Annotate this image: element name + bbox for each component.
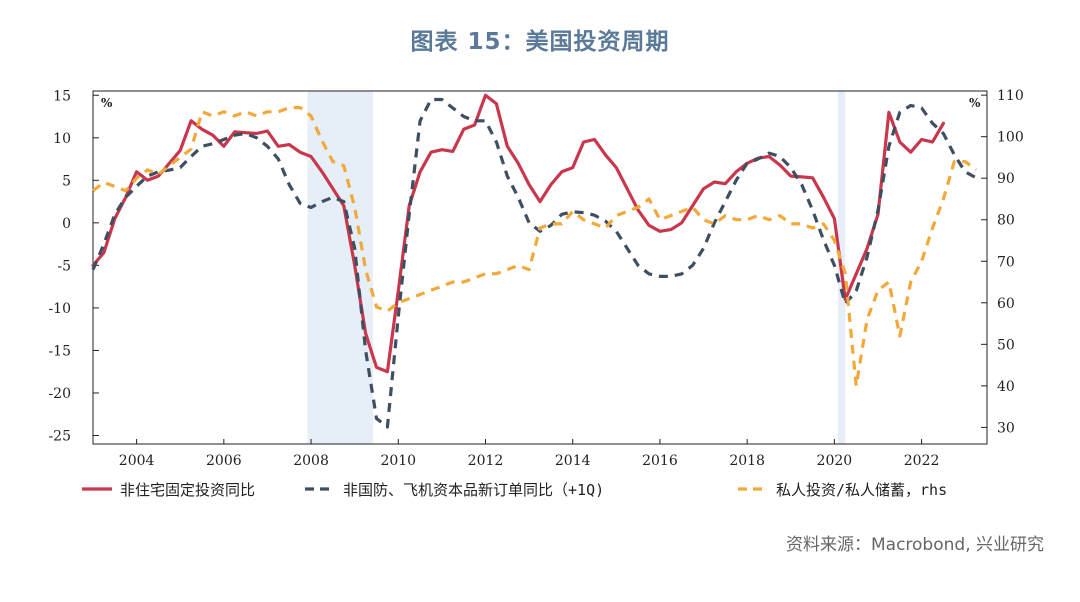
right-axis-tick-label: 30 (997, 420, 1015, 436)
series-line-2 (91, 97, 977, 429)
legend-label-3: 私人投资/私人储蓄，rhs (776, 481, 947, 499)
right-axis-tick-label: 80 (997, 213, 1015, 229)
legend-label-1: 非住宅固定投资同比 (120, 481, 255, 499)
x-axis-tick-label: 2006 (206, 453, 242, 469)
x-axis-tick-label: 2020 (817, 453, 853, 469)
x-axis-tick-label: 2022 (904, 453, 940, 469)
x-axis-tick-label: 2014 (555, 453, 591, 469)
x-axis-tick-label: 2016 (642, 453, 678, 469)
axes: 151050-5-10-15-20-2511010090807060504030… (48, 88, 1023, 469)
source-note: 资料来源：Macrobond, 兴业研究 (785, 535, 1044, 555)
left-axis-tick-label: 5 (62, 173, 71, 189)
recession-band-1 (307, 91, 373, 444)
right-axis-tick-label: 90 (997, 171, 1015, 187)
x-axis-tick-label: 2012 (468, 453, 504, 469)
left-axis-tick-label: -5 (57, 258, 71, 274)
legend-label-2: 非国防、飞机资本品新订单同比（+1Q) (343, 481, 604, 499)
right-axis-tick-label: 70 (997, 254, 1015, 270)
right-axis-tick-label: 50 (997, 337, 1015, 353)
left-axis-tick-label: 10 (53, 131, 71, 147)
left-axis-tick-label: -20 (48, 386, 71, 402)
right-axis-unit: % (969, 96, 981, 110)
recession-bands (307, 91, 846, 444)
right-axis-tick-label: 60 (997, 296, 1015, 312)
right-axis-tick-label: 110 (997, 88, 1024, 104)
chart-title: 图表 15：美国投资周期 (410, 29, 670, 55)
right-axis-tick-label: 40 (997, 379, 1015, 395)
left-axis-tick-label: 15 (53, 88, 71, 104)
x-axis-tick-label: 2018 (729, 453, 765, 469)
legend: 非住宅固定投资同比 非国防、飞机资本品新订单同比（+1Q) 私人投资/私人储蓄，rh… (82, 481, 947, 499)
x-axis-tick-label: 2004 (119, 453, 155, 469)
series-line-1 (91, 93, 945, 374)
right-axis-tick-label: 100 (997, 130, 1024, 146)
x-axis-tick-label: 2008 (293, 453, 329, 469)
series-line-3 (92, 106, 978, 388)
left-axis-tick-label: -10 (48, 301, 71, 317)
left-axis-tick-label: -15 (48, 343, 71, 359)
x-axis-tick-label: 2010 (380, 453, 416, 469)
left-axis-unit: % (101, 96, 113, 110)
left-axis-tick-label: 0 (62, 216, 71, 232)
left-axis-tick-label: -25 (48, 428, 71, 444)
series-lines (91, 93, 978, 429)
